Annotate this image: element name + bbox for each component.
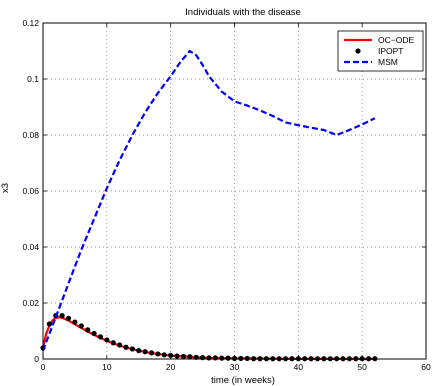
x-tick-label: 10 (102, 362, 112, 372)
y-tick-label: 0.04 (22, 242, 39, 252)
y-tick-label: 0.08 (22, 130, 39, 140)
y-tick-label: 0.02 (22, 298, 39, 308)
ipopt-marker (78, 323, 84, 329)
ipopt-marker (148, 350, 155, 356)
ipopt-marker (219, 355, 225, 361)
grid (43, 23, 426, 359)
ipopt-marker (155, 351, 161, 357)
y-axis-label: x3 (0, 183, 11, 193)
axis-ticks: 0 10 20 30 40 50 60 0 0.02 0.04 0.06 0.08 0.1 0.12 (22, 18, 431, 372)
y-tick-label: 0.12 (22, 18, 39, 28)
ipopt-marker (129, 346, 135, 352)
legend-label: OC−ODE (378, 35, 414, 45)
x-tick-label: 0 (41, 362, 46, 372)
ipopt-marker (91, 330, 97, 337)
ipopt-marker (72, 319, 78, 325)
legend-label: MSM (378, 57, 398, 67)
ipopt-marker (65, 315, 72, 321)
ipopt-marker (161, 352, 167, 358)
ipopt-marker (46, 321, 52, 327)
ipopt-marker (123, 344, 129, 350)
legend-marker-ipopt (355, 48, 361, 54)
ipopt-marker (187, 354, 193, 360)
chart-title: Individuals with the disease (185, 7, 301, 18)
legend-label: IPOPT (378, 46, 404, 56)
ipopt-marker (180, 353, 187, 360)
x-tick-label: 50 (357, 362, 367, 372)
ipopt-marker (104, 337, 110, 343)
ipopt-marker (225, 355, 231, 361)
ipopt-marker (142, 349, 148, 355)
x-tick-label: 20 (166, 362, 176, 372)
ipopt-marker (117, 342, 123, 348)
ipopt-marker (174, 353, 180, 359)
x-tick-label: 60 (421, 362, 431, 372)
y-tick-label: 0.06 (22, 186, 39, 196)
ipopt-marker (85, 327, 91, 333)
ipopt-marker (244, 355, 250, 362)
ipopt-marker (59, 313, 65, 319)
ipopt-marker (238, 355, 244, 362)
x-tick-label: 30 (230, 362, 240, 372)
y-tick-label: 0 (34, 354, 39, 364)
msm-line (41, 49, 376, 351)
ipopt-marker (206, 355, 212, 361)
x-axis-label: time (in weeks) (211, 375, 275, 386)
legend-box (337, 30, 424, 72)
x-tick-label: 40 (294, 362, 304, 372)
ipopt-marker (212, 355, 218, 361)
ipopt-marker (136, 348, 142, 354)
ipopt-marker (97, 334, 104, 340)
series-layer (40, 49, 378, 362)
ipopt-marker (110, 340, 116, 346)
y-tick-label: 0.1 (27, 74, 39, 84)
